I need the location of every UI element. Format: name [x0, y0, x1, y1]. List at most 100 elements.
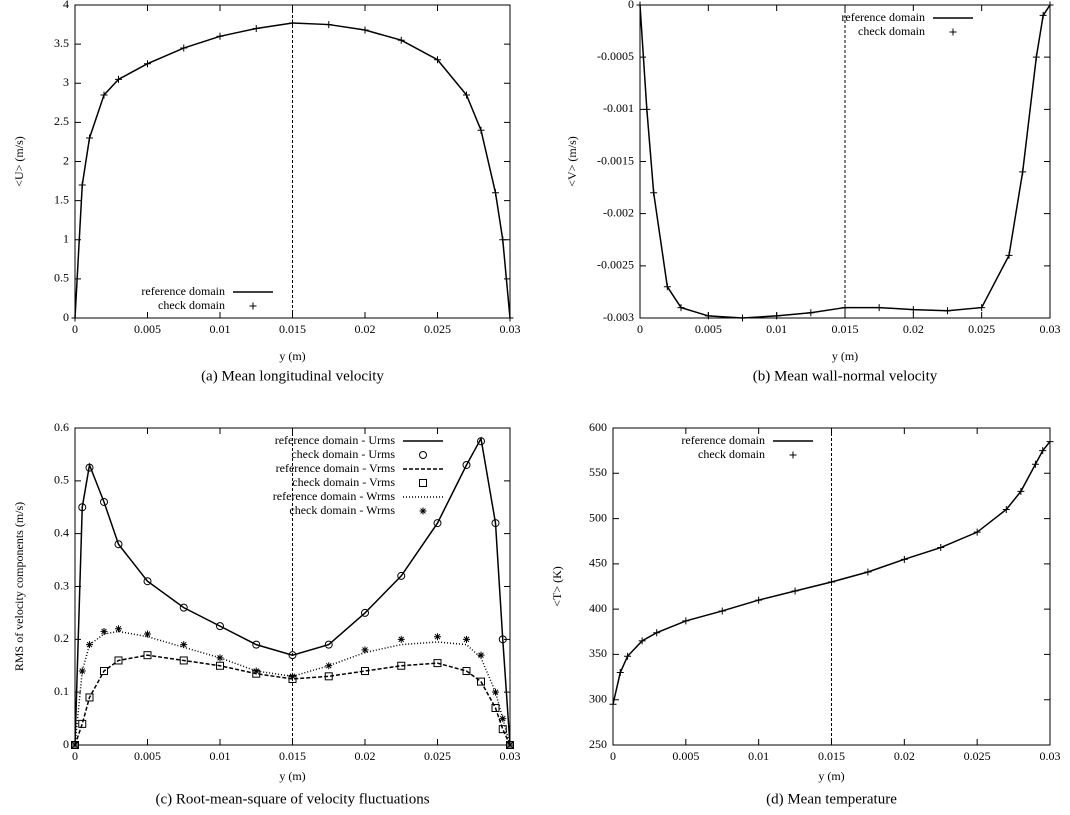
- marker: [325, 662, 333, 670]
- legend-swatch: [419, 451, 427, 459]
- y-axis-label: <U> (m/s): [12, 136, 26, 187]
- y-tick-label: 0: [628, 0, 634, 11]
- marker: [463, 635, 470, 643]
- y-axis-label: RMS of velocity components (m/s): [12, 502, 26, 671]
- marker: [86, 641, 93, 649]
- marker: [973, 528, 981, 536]
- marker: [100, 667, 108, 676]
- y-tick-label: 350: [589, 646, 607, 660]
- marker: [653, 629, 661, 637]
- marker: [114, 540, 123, 549]
- x-tick-label: 0.02: [355, 322, 376, 336]
- marker: [624, 652, 632, 660]
- marker: [944, 307, 951, 315]
- caption: (b) Mean wall-normal velocity: [753, 368, 938, 384]
- x-tick-label: 0.01: [748, 749, 769, 763]
- marker: [434, 633, 441, 641]
- marker: [1046, 1, 1054, 9]
- legend-label: check domain: [858, 24, 925, 38]
- data-line: [74, 654, 511, 746]
- marker: [498, 635, 507, 644]
- marker: [397, 36, 405, 44]
- x-tick-label: 0.01: [210, 749, 231, 763]
- legend-label: reference domain - Urms: [275, 433, 396, 447]
- caption: (c) Root-mean-square of velocity fluctua…: [155, 791, 429, 807]
- marker: [492, 189, 499, 197]
- x-tick-label: 0: [610, 749, 616, 763]
- x-tick-label: 0.005: [695, 322, 722, 336]
- y-tick-label: 0.5: [54, 473, 69, 487]
- marker: [216, 661, 224, 670]
- marker: [100, 497, 108, 506]
- y-tick-label: 4: [63, 0, 69, 11]
- marker: [616, 669, 624, 677]
- marker: [1046, 438, 1054, 446]
- marker: [791, 587, 799, 595]
- y-tick-label: 0.6: [54, 420, 69, 434]
- y-tick-label: 0.2: [54, 631, 69, 645]
- marker: [477, 677, 485, 686]
- legend-label: reference domain - Vrms: [276, 461, 396, 475]
- marker: [324, 672, 333, 681]
- legend-swatch: [789, 451, 797, 459]
- marker: [289, 19, 296, 27]
- x-axis-label: y (m): [279, 769, 305, 783]
- x-axis-label: y (m): [818, 769, 844, 783]
- x-tick-label: 0.005: [134, 749, 161, 763]
- marker: [78, 181, 86, 189]
- x-tick-label: 0: [72, 322, 78, 336]
- x-axis-label: y (m): [832, 349, 858, 363]
- marker: [85, 693, 94, 702]
- marker: [179, 603, 188, 612]
- marker: [477, 651, 485, 659]
- marker: [704, 312, 712, 320]
- x-tick-label: 0.03: [1040, 322, 1061, 336]
- data-line: [74, 436, 511, 746]
- y-tick-label: 2.5: [54, 114, 69, 128]
- marker: [1017, 487, 1025, 495]
- x-tick-label: 0.015: [832, 322, 859, 336]
- x-tick-label: 0.025: [968, 322, 995, 336]
- marker: [677, 304, 685, 312]
- marker: [179, 656, 188, 665]
- legend-label: reference domain: [681, 433, 765, 447]
- y-axis-label: <V> (m/s): [565, 136, 579, 187]
- x-tick-label: 0.01: [210, 322, 231, 336]
- marker: [78, 667, 86, 675]
- marker: [492, 688, 499, 696]
- y-tick-label: 300: [589, 691, 607, 705]
- y-tick-label: 500: [589, 510, 607, 524]
- y-tick-label: 0.3: [54, 578, 69, 592]
- marker: [636, 1, 644, 9]
- marker: [864, 568, 872, 576]
- marker: [643, 105, 651, 113]
- marker: [397, 635, 405, 643]
- x-tick-label: 0.005: [134, 322, 161, 336]
- y-tick-label: -0.002: [603, 205, 634, 219]
- marker: [978, 304, 986, 312]
- legend-swatch: [419, 479, 427, 487]
- caption: (d) Mean temperature: [766, 791, 897, 807]
- x-tick-label: 0.03: [500, 749, 521, 763]
- y-tick-label: 250: [589, 737, 607, 751]
- marker: [477, 126, 485, 134]
- marker: [115, 625, 122, 633]
- marker: [361, 667, 369, 676]
- marker: [462, 460, 471, 469]
- y-tick-label: 550: [589, 465, 607, 479]
- marker: [462, 667, 471, 676]
- marker: [433, 659, 442, 668]
- marker: [361, 26, 369, 34]
- marker: [78, 503, 87, 512]
- marker: [397, 571, 406, 580]
- marker: [288, 651, 297, 660]
- marker: [144, 60, 151, 68]
- marker: [433, 519, 442, 528]
- marker: [1031, 460, 1039, 468]
- y-tick-label: 1.5: [54, 192, 69, 206]
- legend-swatch: [949, 28, 957, 36]
- marker: [773, 312, 781, 320]
- marker: [506, 314, 514, 322]
- marker: [115, 75, 122, 83]
